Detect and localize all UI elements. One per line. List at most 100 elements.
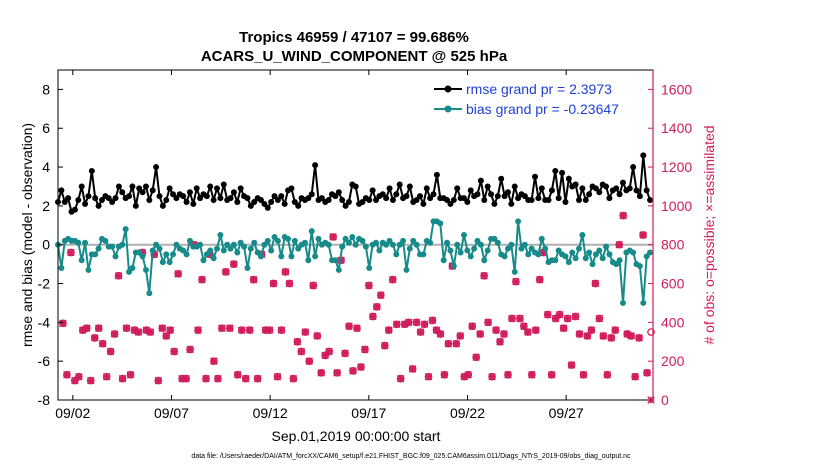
rmse-point — [373, 197, 380, 204]
obs-assimilated-marker — [484, 318, 492, 327]
obs-assimilated-marker — [551, 314, 560, 323]
bias-point — [599, 255, 606, 262]
rmse-point — [359, 199, 366, 205]
rmse-point — [413, 197, 420, 204]
obs-assimilated-marker — [631, 372, 639, 381]
obs-assimilated-marker — [555, 310, 564, 319]
x-tick-label: 09/17 — [351, 405, 386, 421]
bias-point — [58, 265, 65, 271]
bias-point — [362, 243, 369, 250]
rmse-point — [474, 191, 481, 198]
obs-assimilated-marker — [591, 279, 600, 288]
rmse-point — [170, 191, 177, 198]
obs-assimilated-marker — [547, 370, 556, 379]
obs-assimilated-marker — [396, 374, 405, 383]
rmse-point — [366, 197, 373, 204]
bias-point — [82, 239, 89, 246]
legend-rmse-marker — [444, 85, 452, 93]
rmse-point — [643, 187, 650, 194]
bias-point — [305, 257, 312, 264]
rmse-point — [596, 189, 603, 196]
bias-point — [315, 235, 322, 242]
rmse-point — [484, 183, 491, 190]
obs-assimilated-marker — [98, 339, 107, 348]
obs-assimilated-marker — [83, 324, 91, 332]
legend-bias-marker — [444, 105, 452, 113]
obs-assimilated-marker — [353, 324, 361, 332]
rmse-point — [163, 197, 170, 204]
rmse-point — [82, 200, 89, 207]
obs-assimilated-marker — [563, 314, 572, 323]
rmse-point — [237, 185, 244, 192]
obs-assimilated-marker — [71, 376, 79, 385]
bias-point — [518, 245, 525, 252]
bias-point — [78, 257, 85, 264]
bias-point — [647, 249, 654, 256]
bias-point — [261, 241, 268, 248]
bias-point — [383, 241, 390, 248]
bias-point — [444, 239, 451, 246]
bias-point — [579, 232, 586, 238]
bias-point — [308, 228, 315, 235]
obs-assimilated-marker — [456, 332, 465, 340]
obs-assimilated-marker — [86, 376, 95, 385]
bias-point — [552, 257, 559, 264]
rmse-point — [257, 197, 264, 204]
rmse-point — [339, 197, 346, 204]
obs-assimilated-marker — [237, 326, 246, 334]
bias-point — [450, 263, 457, 270]
obs-assimilated-marker — [317, 369, 325, 377]
bias-point — [159, 259, 166, 266]
obs-assimilated-marker — [345, 322, 353, 331]
obs-assimilated-marker — [309, 281, 318, 290]
bias-point — [342, 235, 349, 242]
bias-point — [467, 253, 474, 260]
rmse-point — [447, 200, 454, 207]
rmse-point — [342, 202, 349, 209]
bias-point — [630, 249, 637, 256]
chart-title-line2: ACARS_U_WIND_COMPONENT @ 525 hPa — [201, 48, 508, 65]
y-tick-label: -6 — [38, 353, 51, 369]
obs-assimilated-marker — [241, 374, 250, 383]
obs-assimilated-marker — [643, 369, 651, 377]
y-tick-label: -2 — [38, 276, 51, 292]
rmse-point — [423, 185, 430, 192]
bias-point — [85, 266, 92, 273]
obs-assimilated-marker — [349, 367, 357, 375]
obs-assimilated-marker — [603, 370, 612, 379]
rmse-point — [234, 199, 241, 205]
obs-layer — [59, 211, 655, 404]
obs-assimilated-marker — [464, 370, 473, 379]
bias-point — [230, 241, 237, 248]
bias-point — [95, 245, 102, 252]
rmse-point — [173, 195, 180, 202]
rmse-point — [332, 193, 339, 200]
rmse-point — [406, 183, 413, 190]
obs-assimilated-marker — [218, 324, 226, 332]
bias-point — [542, 245, 549, 252]
bias-point — [214, 245, 221, 252]
rmse-point — [403, 193, 410, 200]
obs-assimilated-marker — [444, 339, 453, 348]
rmse-point — [454, 185, 461, 192]
y-right-tick-label: 400 — [661, 314, 685, 330]
rmse-point — [203, 193, 210, 200]
bias-point — [413, 241, 420, 248]
x-tick-label: 09/27 — [549, 405, 584, 421]
bias-point — [186, 237, 193, 244]
rmse-series — [55, 152, 654, 215]
rmse-point — [592, 185, 599, 192]
bias-point — [376, 247, 383, 254]
bias-point — [295, 245, 302, 252]
bias-point — [386, 237, 393, 244]
bias-point — [393, 251, 400, 258]
bias-point — [501, 253, 508, 260]
rmse-point — [71, 206, 78, 213]
x-tick-label: 09/22 — [450, 405, 485, 421]
bias-point — [511, 268, 518, 275]
rmse-point — [78, 183, 85, 190]
bias-point — [264, 237, 271, 244]
obs-assimilated-marker — [587, 326, 596, 334]
rmse-point — [640, 152, 647, 159]
bias-point — [437, 220, 444, 227]
